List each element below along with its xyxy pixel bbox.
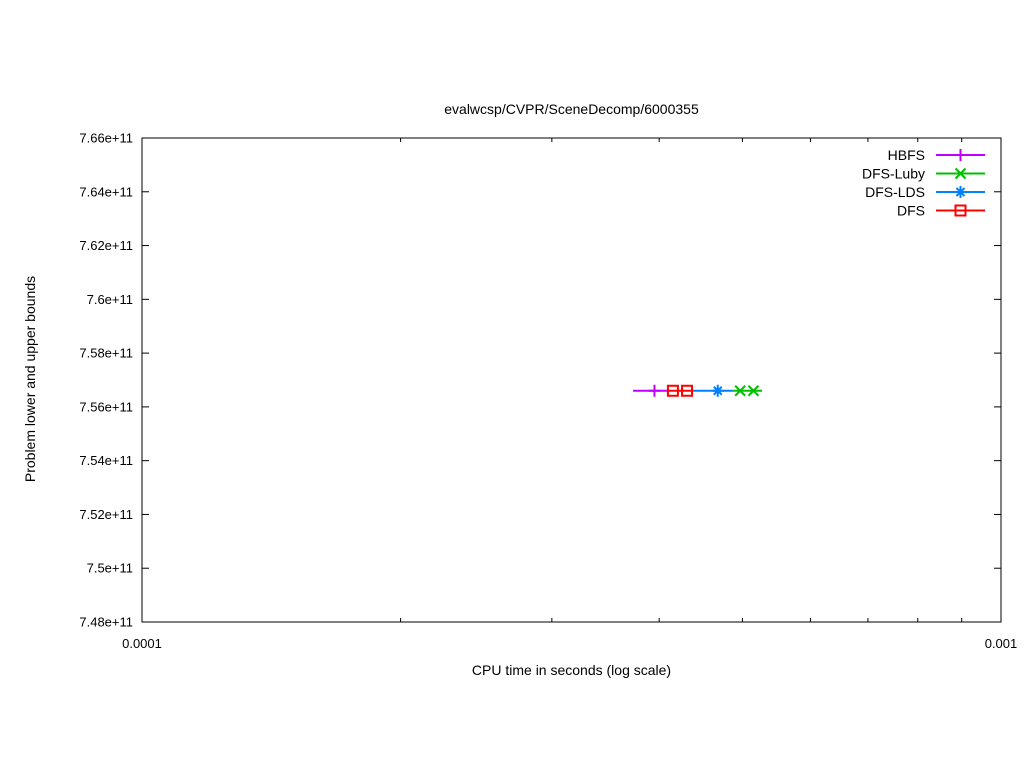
series-marker-dfs-luby (734, 385, 746, 397)
series-marker-dfs-lds (711, 384, 724, 397)
y-tick-label: 7.66e+11 (79, 131, 133, 146)
series-marker-dfs-luby (747, 385, 760, 397)
legend-marker-dfs (954, 204, 967, 217)
x-tick-label: 0.001 (985, 636, 1018, 651)
y-tick-label: 7.56e+11 (79, 399, 133, 414)
y-tick-label: 7.6e+11 (87, 292, 133, 307)
y-tick-label: 7.48e+11 (79, 615, 133, 630)
chart-title: evalwcsp/CVPR/SceneDecomp/6000355 (444, 101, 699, 117)
legend-label-dfs-luby: DFS-Luby (862, 166, 925, 182)
series-marker-hbfs (648, 384, 661, 397)
legend-marker-dfs-luby (954, 167, 967, 180)
legend-label-hbfs: HBFS (888, 147, 925, 163)
y-tick-label: 7.5e+11 (87, 561, 133, 576)
series-marker-dfs (681, 384, 694, 397)
x-tick-label: 0.0001 (122, 636, 162, 651)
series-marker-dfs (666, 384, 679, 397)
x-axis-label: CPU time in seconds (log scale) (471, 662, 672, 678)
plot-border (141, 137, 1002, 623)
legend-marker-dfs-lds (954, 186, 967, 198)
y-tick-label: 7.52e+11 (79, 507, 133, 522)
y-tick-label: 7.58e+11 (79, 346, 133, 361)
y-tick-label: 7.62e+11 (79, 238, 133, 253)
legend-marker-hbfs (954, 149, 967, 161)
y-tick-label: 7.54e+11 (79, 453, 133, 468)
legend-label-dfs-lds: DFS-LDS (865, 184, 925, 200)
legend-label-dfs: DFS (897, 203, 925, 219)
y-tick-label: 7.64e+11 (79, 184, 133, 199)
